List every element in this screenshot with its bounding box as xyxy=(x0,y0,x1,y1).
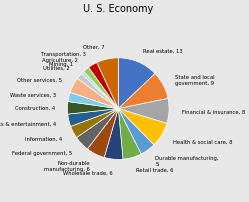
Text: Transportation, 3: Transportation, 3 xyxy=(41,52,86,57)
Wedge shape xyxy=(118,59,155,109)
Wedge shape xyxy=(84,68,118,109)
Wedge shape xyxy=(81,72,118,109)
Wedge shape xyxy=(118,109,141,159)
Wedge shape xyxy=(71,109,118,138)
Wedge shape xyxy=(67,102,118,115)
Text: Non-durable
manufacturing, 6: Non-durable manufacturing, 6 xyxy=(44,160,90,171)
Text: Mining, 1: Mining, 1 xyxy=(50,62,74,66)
Wedge shape xyxy=(76,109,118,149)
Text: State and local
government, 9: State and local government, 9 xyxy=(175,74,214,85)
Wedge shape xyxy=(118,99,169,124)
Text: Construction, 4: Construction, 4 xyxy=(14,106,55,110)
Text: Information, 4: Information, 4 xyxy=(25,136,62,141)
Text: Durable manufacturing,
5: Durable manufacturing, 5 xyxy=(155,155,219,166)
Wedge shape xyxy=(97,59,118,109)
Text: Utilities, 2: Utilities, 2 xyxy=(43,66,70,71)
Wedge shape xyxy=(70,79,118,109)
Text: Wholesale trade, 6: Wholesale trade, 6 xyxy=(62,169,112,175)
Wedge shape xyxy=(68,93,118,109)
Text: Retail trade, 6: Retail trade, 6 xyxy=(136,167,173,172)
Wedge shape xyxy=(118,109,154,154)
Wedge shape xyxy=(87,109,118,158)
Text: Agriculture, 2: Agriculture, 2 xyxy=(42,58,78,63)
Title: U. S. Economy: U. S. Economy xyxy=(83,4,153,14)
Text: Health & social care, 8: Health & social care, 8 xyxy=(173,139,232,144)
Text: Arts & entertainment, 4: Arts & entertainment, 4 xyxy=(0,121,57,126)
Wedge shape xyxy=(118,74,168,109)
Wedge shape xyxy=(77,74,118,109)
Text: Federal government, 5: Federal government, 5 xyxy=(12,150,72,155)
Text: Waste services, 3: Waste services, 3 xyxy=(10,92,57,97)
Wedge shape xyxy=(89,63,118,109)
Text: Financial & insurance, 8: Financial & insurance, 8 xyxy=(182,109,245,115)
Text: Real estate, 13: Real estate, 13 xyxy=(143,48,183,54)
Wedge shape xyxy=(104,109,123,160)
Text: Other services, 5: Other services, 5 xyxy=(17,77,62,82)
Text: Other, 7: Other, 7 xyxy=(83,45,105,50)
Wedge shape xyxy=(118,109,167,145)
Wedge shape xyxy=(68,109,118,127)
